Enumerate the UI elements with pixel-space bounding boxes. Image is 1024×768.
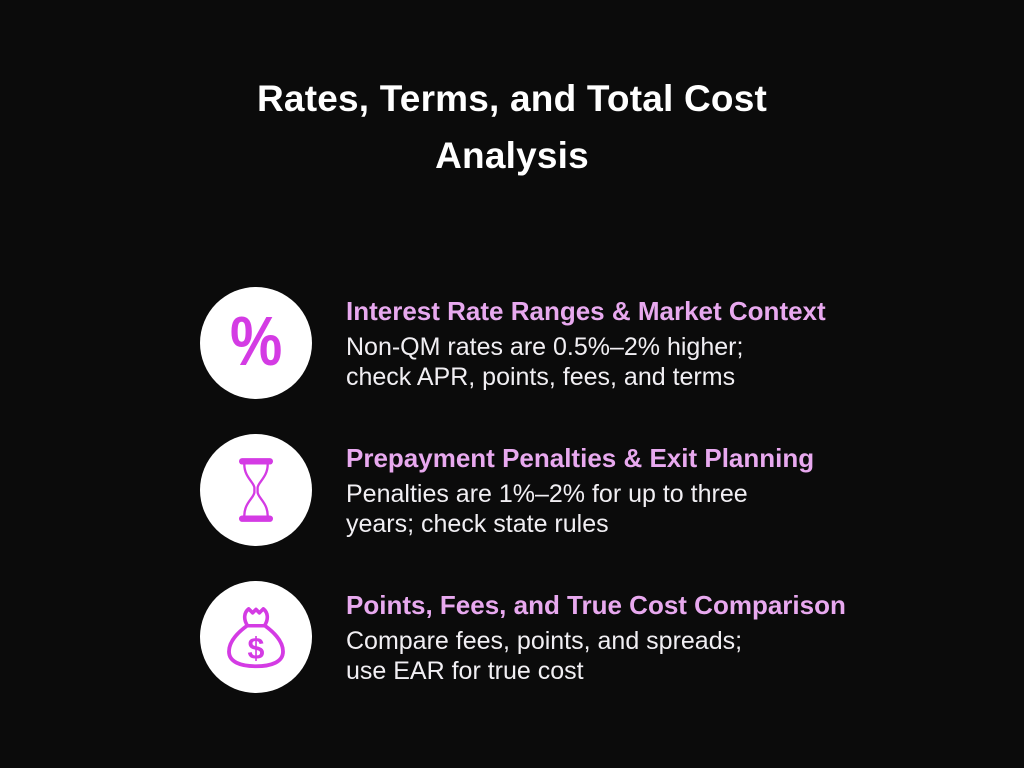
item-body-line: use EAR for true cost (346, 656, 584, 685)
item-body-line: check APR, points, fees, and terms (346, 362, 736, 391)
percent-icon-circle: % (200, 287, 312, 399)
item-text-block: Interest Rate Ranges & Market Context No… (346, 295, 826, 392)
item-heading: Points, Fees, and True Cost Comparison (346, 589, 846, 620)
list-item: Prepayment Penalties & Exit Planning Pen… (200, 434, 846, 546)
list-item: % Interest Rate Ranges & Market Context … (200, 287, 846, 399)
money-bag-icon-circle: $ (200, 581, 312, 693)
list-item: $ Points, Fees, and True Cost Comparison… (200, 581, 846, 693)
page-title: Rates, Terms, and Total Cost Analysis (257, 78, 767, 176)
item-text-block: Prepayment Penalties & Exit Planning Pen… (346, 442, 814, 539)
items-list: % Interest Rate Ranges & Market Context … (200, 287, 846, 693)
item-heading: Interest Rate Ranges & Market Context (346, 295, 826, 326)
item-body-line: Penalties are 1%–2% for up to three (346, 479, 748, 508)
item-text-block: Points, Fees, and True Cost Comparison C… (346, 589, 846, 686)
dollar-icon: $ (248, 632, 265, 665)
money-bag-icon: $ (227, 607, 285, 669)
hourglass-icon (239, 458, 273, 522)
item-heading: Prepayment Penalties & Exit Planning (346, 442, 815, 473)
item-body-line: Compare fees, points, and spreads; (346, 626, 743, 655)
hourglass-icon-circle (200, 434, 312, 546)
item-body-line: Non-QM rates are 0.5%–2% higher; (346, 332, 744, 361)
item-body-line: years; check state rules (346, 509, 609, 538)
percent-icon: % (229, 302, 283, 380)
